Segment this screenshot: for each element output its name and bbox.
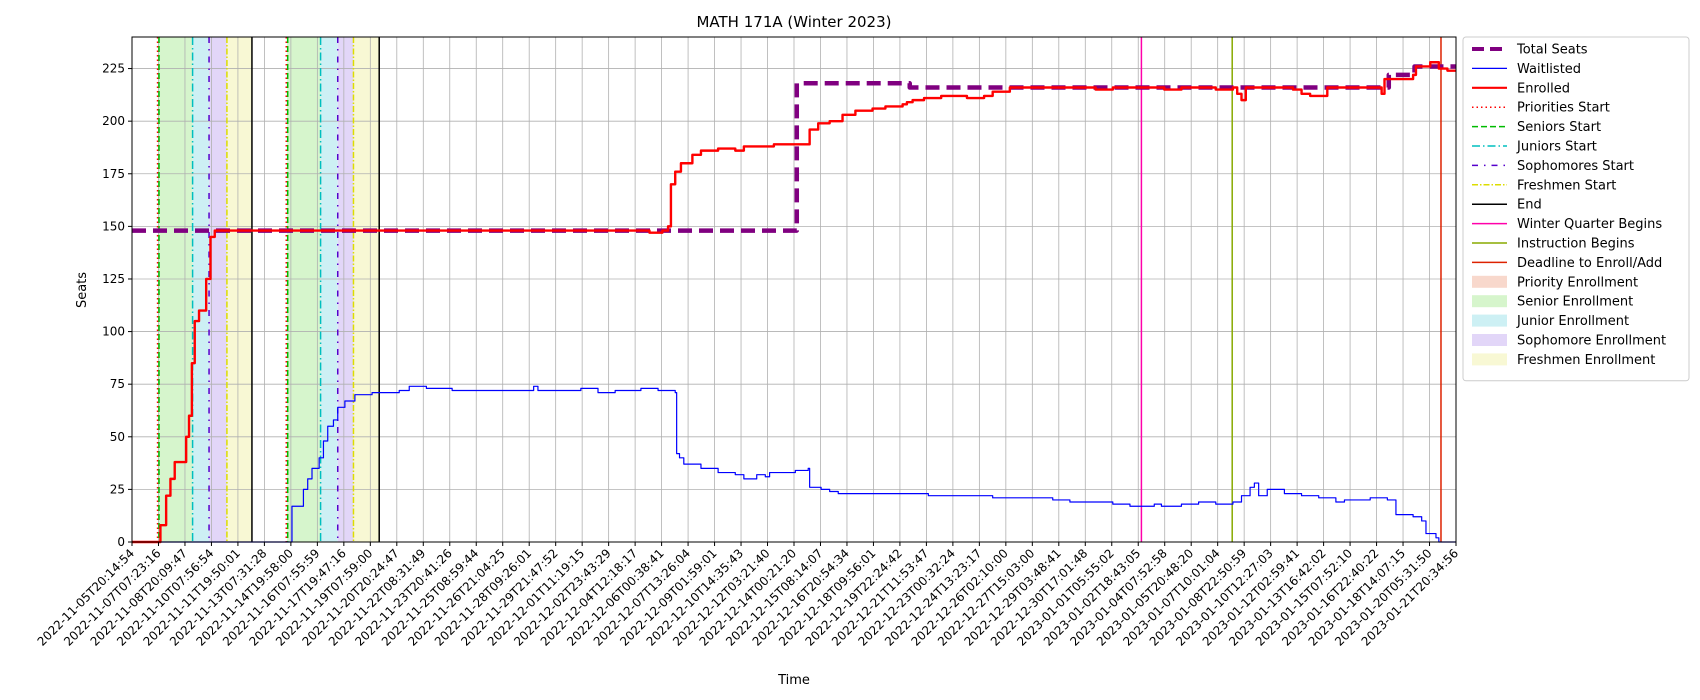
- legend-item: Priorities Start: [1472, 101, 1610, 116]
- series: [132, 61, 1456, 544]
- window-freshmen-3: [226, 37, 252, 542]
- y-axis: 0 25 50 75 100 125 150 175 200 225: [102, 62, 132, 549]
- enrollment-windows: [158, 37, 380, 542]
- legend-label: Senior Enrollment: [1517, 295, 1633, 310]
- legend-label: Total Seats: [1516, 43, 1588, 58]
- legend-label: Freshmen Enrollment: [1517, 353, 1655, 368]
- legend-item: Sophomore Enrollment: [1472, 334, 1666, 349]
- legend-item: Seniors Start: [1472, 120, 1601, 135]
- y-tick-label: 225: [102, 62, 125, 76]
- legend-label: Waitlisted: [1517, 62, 1581, 77]
- grid: [131, 37, 1457, 543]
- legend-item: Senior Enrollment: [1472, 295, 1633, 310]
- x-axis: 2022-11-05T20:14:542022-11-07T07:23:1620…: [35, 542, 1461, 649]
- legend-item: Priority Enrollment: [1472, 275, 1638, 290]
- chart-title: MATH 171A (Winter 2023): [696, 13, 891, 31]
- y-tick-label: 25: [110, 482, 125, 496]
- legend-item: Total Seats: [1472, 43, 1588, 58]
- legend: Total Seats Waitlisted Enrolled Priorities …: [1462, 36, 1690, 382]
- legend-item: Instruction Begins: [1472, 237, 1635, 252]
- legend-box: [1462, 36, 1690, 382]
- y-tick-label: 75: [110, 377, 125, 391]
- y-tick-label: 175: [102, 167, 125, 181]
- legend-item: End: [1472, 198, 1542, 213]
- legend-item: Waitlisted: [1472, 62, 1581, 77]
- y-tick-label: 200: [102, 114, 125, 128]
- legend-item: Freshmen Start: [1472, 178, 1616, 193]
- legend-label: Winter Quarter Begins: [1517, 217, 1662, 232]
- x-axis-title: Time: [777, 673, 810, 688]
- window-sophomore-2: [209, 37, 227, 542]
- y-tick-label: 100: [102, 325, 125, 339]
- legend-swatch: [1472, 275, 1507, 288]
- legend-item: Winter Quarter Begins: [1472, 217, 1662, 232]
- legend-label: Seniors Start: [1517, 120, 1601, 135]
- legend-label: Sophomores Start: [1517, 159, 1634, 174]
- window-junior-1: [192, 37, 210, 542]
- window-freshmen-7: [353, 37, 380, 542]
- legend-item: Junior Enrollment: [1472, 314, 1629, 329]
- y-tick-label: 0: [117, 535, 125, 549]
- legend-swatch: [1472, 334, 1507, 346]
- window-sophomore-6: [337, 37, 354, 542]
- series-enrolled: [132, 61, 1456, 544]
- legend-label: Instruction Begins: [1517, 237, 1635, 252]
- legend-swatch: [1472, 295, 1507, 308]
- window-senior-4: [286, 37, 321, 542]
- legend-label: Priority Enrollment: [1517, 275, 1638, 290]
- legend-item: Freshmen Enrollment: [1472, 353, 1655, 368]
- legend-label: End: [1517, 198, 1542, 213]
- legend-label: Deadline to Enroll/Add: [1517, 256, 1662, 271]
- y-tick-label: 50: [110, 430, 125, 444]
- legend-item: Juniors Start: [1472, 140, 1597, 155]
- legend-label: Sophomore Enrollment: [1517, 334, 1666, 349]
- legend-item: Deadline to Enroll/Add: [1472, 256, 1662, 271]
- legend-swatch: [1472, 353, 1507, 366]
- series-waitlisted: [132, 385, 1456, 543]
- legend-item: Enrolled: [1472, 81, 1570, 96]
- legend-label: Freshmen Start: [1517, 178, 1616, 193]
- y-tick-label: 125: [102, 272, 125, 286]
- legend-label: Enrolled: [1517, 81, 1570, 96]
- y-axis-title: Seats: [75, 272, 90, 308]
- legend-label: Junior Enrollment: [1516, 314, 1629, 329]
- legend-label: Priorities Start: [1517, 101, 1610, 116]
- window-junior-5: [320, 37, 338, 542]
- y-tick-label: 150: [102, 219, 125, 233]
- legend-item: Sophomores Start: [1472, 159, 1634, 174]
- legend-swatch: [1472, 314, 1507, 327]
- legend-label: Juniors Start: [1516, 140, 1597, 155]
